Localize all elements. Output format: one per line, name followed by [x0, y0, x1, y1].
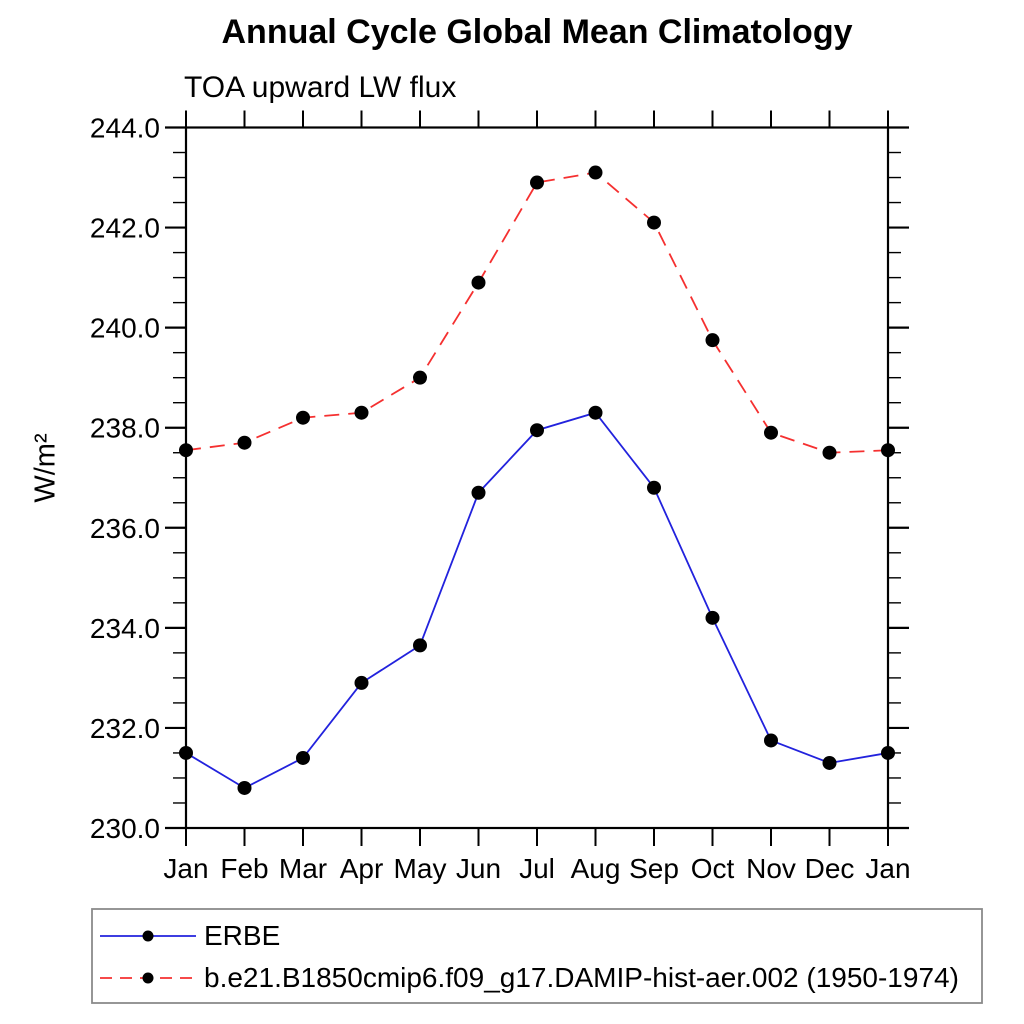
- legend-box: [91, 908, 983, 1004]
- x-tick-label: Dec: [805, 853, 855, 884]
- data-point-marker: [705, 610, 720, 625]
- data-point-marker: [705, 333, 720, 348]
- data-point-marker: [471, 275, 486, 290]
- data-point-marker: [764, 733, 778, 748]
- x-tick-label: Aug: [571, 853, 621, 884]
- data-point-marker: [237, 780, 252, 795]
- legend-marker-icon: [142, 972, 154, 984]
- data-point-marker: [471, 485, 486, 500]
- data-point-marker: [530, 175, 544, 190]
- x-tick-label: Oct: [691, 853, 735, 884]
- y-tick-label: 240.0: [90, 313, 160, 344]
- x-tick-label: Feb: [220, 853, 268, 884]
- data-point-marker: [179, 443, 193, 458]
- series-line: [185, 411, 889, 790]
- data-point-marker: [647, 480, 661, 495]
- data-point-marker: [237, 435, 252, 450]
- data-point-marker: [296, 410, 310, 425]
- series-line: [185, 171, 889, 454]
- data-point-marker: [530, 423, 544, 438]
- y-tick-label: 242.0: [90, 213, 160, 244]
- data-point-marker: [764, 425, 778, 440]
- data-point-marker: [881, 745, 895, 760]
- chart-title: Annual Cycle Global Mean Climatology: [221, 13, 853, 51]
- x-tick-label: May: [394, 853, 447, 884]
- y-tick-label: 238.0: [90, 413, 160, 444]
- x-tick-label: Jan: [865, 853, 910, 884]
- y-tick-label: 234.0: [90, 613, 160, 644]
- x-tick-label: Mar: [279, 853, 327, 884]
- data-point-marker: [413, 370, 427, 385]
- plot-frame: [184, 126, 890, 830]
- y-tick-label: 236.0: [90, 513, 160, 544]
- y-tick-label: 230.0: [90, 813, 160, 844]
- data-point-marker: [822, 445, 837, 460]
- x-tick-label: Jul: [519, 853, 555, 884]
- data-point-marker: [296, 750, 310, 765]
- y-tick-label: 244.0: [90, 113, 160, 144]
- x-tick-label: Jan: [163, 853, 208, 884]
- x-tick-label: Apr: [340, 853, 384, 884]
- x-tick-label: Nov: [746, 853, 796, 884]
- data-point-marker: [588, 405, 603, 420]
- data-point-marker: [588, 165, 603, 180]
- legend-marker-icon: [142, 930, 154, 942]
- chart-subtitle: TOA upward LW flux: [184, 71, 457, 104]
- data-point-marker: [822, 755, 837, 770]
- data-point-marker: [647, 215, 661, 230]
- data-point-marker: [179, 745, 193, 760]
- data-point-marker: [354, 675, 369, 690]
- y-tick-label: 232.0: [90, 713, 160, 744]
- data-point-marker: [354, 405, 369, 420]
- x-tick-label: Sep: [629, 853, 679, 884]
- x-tick-label: Jun: [456, 853, 501, 884]
- data-point-marker: [881, 443, 895, 458]
- data-point-marker: [413, 638, 427, 653]
